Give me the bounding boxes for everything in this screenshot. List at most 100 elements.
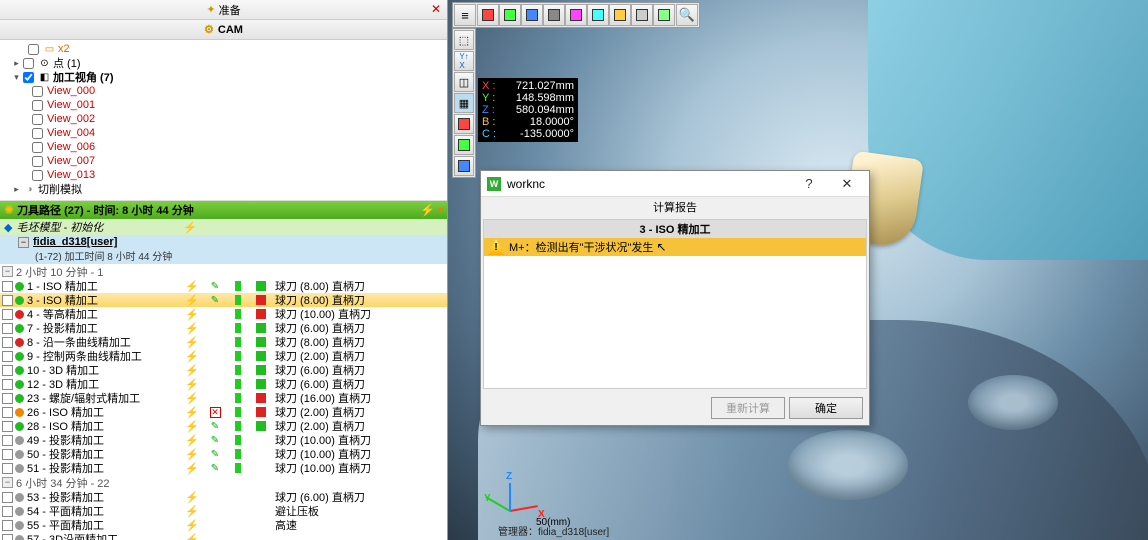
- operation-row[interactable]: 3 - ISO 精加工⚡✎球刀 (8.00) 直柄刀: [0, 293, 447, 307]
- operation-row[interactable]: 4 - 等高精加工⚡球刀 (10.00) 直柄刀: [0, 307, 447, 321]
- views-hdr-label: 加工视角 (7): [53, 69, 114, 85]
- tree-view-item[interactable]: View_004: [4, 126, 443, 140]
- collapse-box-icon[interactable]: −: [2, 266, 13, 277]
- dialog-titlebar[interactable]: W worknc ? ✕: [481, 171, 869, 197]
- tree-view-item[interactable]: View_001: [4, 98, 443, 112]
- warning-row[interactable]: ! M+：检测出有"干涉状况"发生 ↖: [484, 238, 866, 256]
- status-red-icon: [256, 295, 266, 305]
- cube-blue-button[interactable]: [454, 156, 474, 176]
- axes-button[interactable]: Y↑X: [454, 51, 474, 71]
- view-cube-button[interactable]: [477, 4, 499, 26]
- op-group-1[interactable]: −2 小时 10 分钟 - 1: [0, 264, 447, 279]
- view-cube-button[interactable]: [653, 4, 675, 26]
- collapse-box-icon[interactable]: −: [18, 237, 29, 248]
- tree-cutsim[interactable]: ▸◑切削模拟: [4, 182, 443, 196]
- menu-button[interactable]: ≡: [454, 4, 476, 26]
- op-checkbox[interactable]: [2, 365, 13, 376]
- tree-x2[interactable]: ▭x2: [4, 42, 443, 56]
- view-cube-button[interactable]: [609, 4, 631, 26]
- operation-row[interactable]: 50 - 投影精加工⚡✎球刀 (10.00) 直柄刀: [0, 447, 447, 461]
- collapse-box-icon[interactable]: −: [2, 477, 13, 488]
- view-checkbox[interactable]: [32, 100, 43, 111]
- wireframe-button[interactable]: ⬚: [454, 30, 474, 50]
- operation-row[interactable]: 53 - 投影精加工⚡球刀 (6.00) 直柄刀: [0, 490, 447, 504]
- op-checkbox[interactable]: [2, 323, 13, 334]
- tree-views-hdr[interactable]: ▾◧加工视角 (7): [4, 70, 443, 84]
- close-button[interactable]: ✕: [831, 173, 863, 195]
- shaded-button[interactable]: ◫: [454, 72, 474, 92]
- op-checkbox[interactable]: [2, 492, 13, 503]
- tree-view-item[interactable]: View_000: [4, 84, 443, 98]
- points-checkbox[interactable]: [23, 58, 34, 69]
- view-cube-button[interactable]: [521, 4, 543, 26]
- operation-row[interactable]: 28 - ISO 精加工⚡✎球刀 (2.00) 直柄刀: [0, 419, 447, 433]
- chevron-down-icon[interactable]: ▾: [438, 205, 443, 216]
- op-checkbox[interactable]: [2, 407, 13, 418]
- view-checkbox[interactable]: [32, 114, 43, 125]
- cam-header[interactable]: ⚙ CAM: [0, 20, 447, 40]
- op-checkbox[interactable]: [2, 449, 13, 460]
- view-checkbox[interactable]: [32, 142, 43, 153]
- operation-row[interactable]: 10 - 3D 精加工⚡球刀 (6.00) 直柄刀: [0, 363, 447, 377]
- op-checkbox[interactable]: [2, 435, 13, 446]
- cube-red-button[interactable]: [454, 114, 474, 134]
- tree-view-item[interactable]: View_006: [4, 140, 443, 154]
- help-button[interactable]: ?: [793, 173, 825, 195]
- expand-icon[interactable]: ▸: [12, 184, 21, 195]
- operation-row[interactable]: 55 - 平面精加工⚡高速: [0, 518, 447, 532]
- op-checkbox[interactable]: [2, 421, 13, 432]
- views-checkbox[interactable]: [23, 72, 34, 83]
- operation-row[interactable]: 23 - 螺旋/辐射式精加工⚡球刀 (16.00) 直柄刀: [0, 391, 447, 405]
- ok-button[interactable]: 确定: [789, 397, 863, 419]
- operation-row[interactable]: 49 - 投影精加工⚡✎球刀 (10.00) 直柄刀: [0, 433, 447, 447]
- operation-row[interactable]: 9 - 控制两条曲线精加工⚡球刀 (2.00) 直柄刀: [0, 349, 447, 363]
- tree-view-item[interactable]: View_002: [4, 112, 443, 126]
- op-checkbox[interactable]: [2, 309, 13, 320]
- op-checkbox[interactable]: [2, 520, 13, 531]
- view-cube-button[interactable]: [499, 4, 521, 26]
- op-checkbox[interactable]: [2, 393, 13, 404]
- operation-row[interactable]: 1 - ISO 精加工⚡✎球刀 (8.00) 直柄刀: [0, 279, 447, 293]
- close-panel-button[interactable]: ✕: [431, 2, 441, 16]
- status-dot-icon: [15, 338, 24, 347]
- x2-checkbox[interactable]: [28, 44, 39, 55]
- view-cube-button[interactable]: [565, 4, 587, 26]
- view-checkbox[interactable]: [32, 128, 43, 139]
- user-block[interactable]: − fidia_d318[user] (1-72) 加工时间 8 小时 44 分…: [0, 235, 447, 264]
- recalc-button[interactable]: 重新计算: [711, 397, 785, 419]
- view-checkbox[interactable]: [32, 170, 43, 181]
- op-checkbox[interactable]: [2, 506, 13, 517]
- operation-row[interactable]: 54 - 平面精加工⚡避让压板: [0, 504, 447, 518]
- op-checkbox[interactable]: [2, 534, 13, 540]
- op-group-2[interactable]: −6 小时 34 分钟 - 22: [0, 475, 447, 490]
- collapse-icon[interactable]: ▾: [12, 72, 21, 83]
- operation-row[interactable]: 8 - 沿一条曲线精加工⚡球刀 (8.00) 直柄刀: [0, 335, 447, 349]
- edit-icon: ✎: [211, 463, 219, 474]
- operation-row[interactable]: 12 - 3D 精加工⚡球刀 (6.00) 直柄刀: [0, 377, 447, 391]
- toolpath-header[interactable]: ✺ 刀具路径 (27) - 时间: 8 小时 44 分钟 ⚡▾: [0, 201, 447, 219]
- view-cube-button[interactable]: [543, 4, 565, 26]
- cube-green-button[interactable]: [454, 135, 474, 155]
- op-checkbox[interactable]: [2, 351, 13, 362]
- view-cube-button[interactable]: [587, 4, 609, 26]
- op-checkbox[interactable]: [2, 463, 13, 474]
- holder-icon: [235, 435, 241, 445]
- tree-view-item[interactable]: View_013: [4, 168, 443, 182]
- operation-row[interactable]: 51 - 投影精加工⚡✎球刀 (10.00) 直柄刀: [0, 461, 447, 475]
- tree-view-item[interactable]: View_007: [4, 154, 443, 168]
- expand-icon[interactable]: ▸: [12, 58, 21, 69]
- zoom-fit-button[interactable]: 🔍: [676, 4, 698, 26]
- operation-row[interactable]: 26 - ISO 精加工⚡✕球刀 (2.00) 直柄刀: [0, 405, 447, 419]
- render-button[interactable]: ▦: [454, 93, 474, 113]
- view-checkbox[interactable]: [32, 86, 43, 97]
- view-checkbox[interactable]: [32, 156, 43, 167]
- op-checkbox[interactable]: [2, 379, 13, 390]
- op-checkbox[interactable]: [2, 295, 13, 306]
- op-checkbox[interactable]: [2, 337, 13, 348]
- view-cube-button[interactable]: [631, 4, 653, 26]
- op-checkbox[interactable]: [2, 281, 13, 292]
- operation-row[interactable]: 57 - 3D沿面精加工⚡: [0, 532, 447, 540]
- operation-row[interactable]: 7 - 投影精加工⚡球刀 (6.00) 直柄刀: [0, 321, 447, 335]
- stock-header[interactable]: ◆ 毛坯模型 - 初始化 ⚡: [0, 219, 447, 235]
- tree-points[interactable]: ▸⊙点 (1): [4, 56, 443, 70]
